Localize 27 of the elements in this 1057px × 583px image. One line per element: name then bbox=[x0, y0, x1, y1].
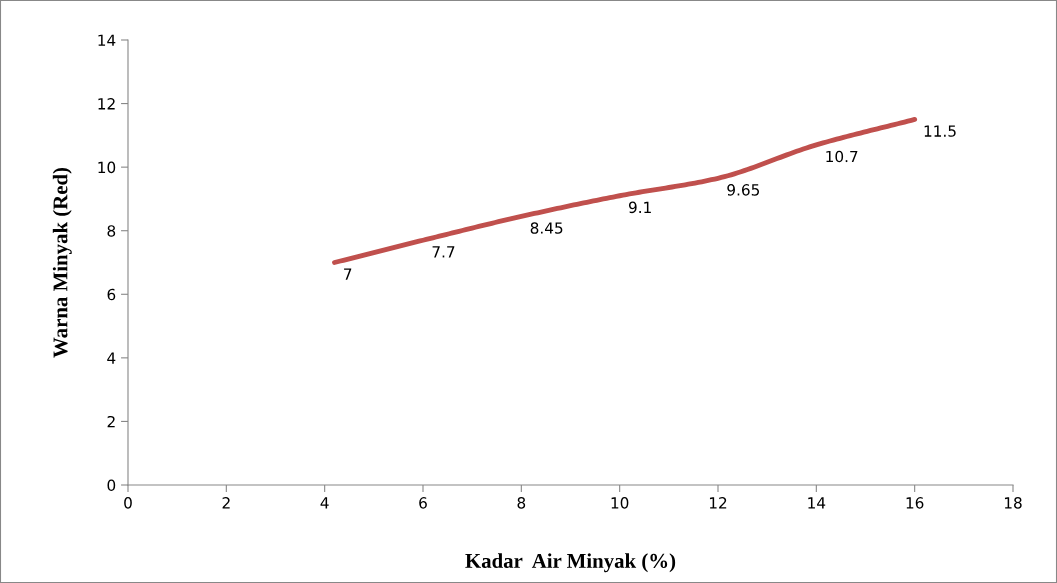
data-label: 9.65 bbox=[727, 184, 760, 196]
x-tick-label: 12 bbox=[709, 497, 727, 509]
x-tick-label: 16 bbox=[906, 497, 924, 509]
x-tick-label: 0 bbox=[124, 497, 132, 509]
y-tick-label: 12 bbox=[98, 98, 115, 110]
x-tick-label: 4 bbox=[320, 497, 329, 509]
x-tick-label: 18 bbox=[1004, 497, 1022, 509]
y-tick-label: 6 bbox=[107, 288, 116, 301]
data-label: 9.1 bbox=[628, 201, 651, 214]
x-tick-label: 2 bbox=[222, 497, 230, 509]
y-axis-title: Warna Minyak (Red) bbox=[52, 167, 72, 358]
y-tick-label: 10 bbox=[98, 161, 116, 174]
data-label: 7 bbox=[344, 268, 352, 280]
x-tick-label: 10 bbox=[611, 497, 629, 509]
x-tick-label: 6 bbox=[419, 497, 427, 509]
data-label: 11.5 bbox=[924, 125, 956, 137]
data-label: 7.7 bbox=[432, 246, 455, 258]
y-tick-label: 4 bbox=[107, 352, 116, 364]
y-tick-label: 14 bbox=[98, 34, 116, 46]
x-tick-label: 8 bbox=[517, 497, 526, 509]
y-tick-label: 2 bbox=[107, 415, 115, 428]
data-label: 10.7 bbox=[826, 150, 858, 163]
y-tick-label: 0 bbox=[107, 479, 116, 492]
y-tick-label: 8 bbox=[107, 225, 116, 237]
x-axis-title: Kadar Air Minyak (%) bbox=[465, 553, 676, 573]
x-tick-label: 14 bbox=[808, 497, 826, 509]
data-label: 8.45 bbox=[530, 222, 563, 234]
